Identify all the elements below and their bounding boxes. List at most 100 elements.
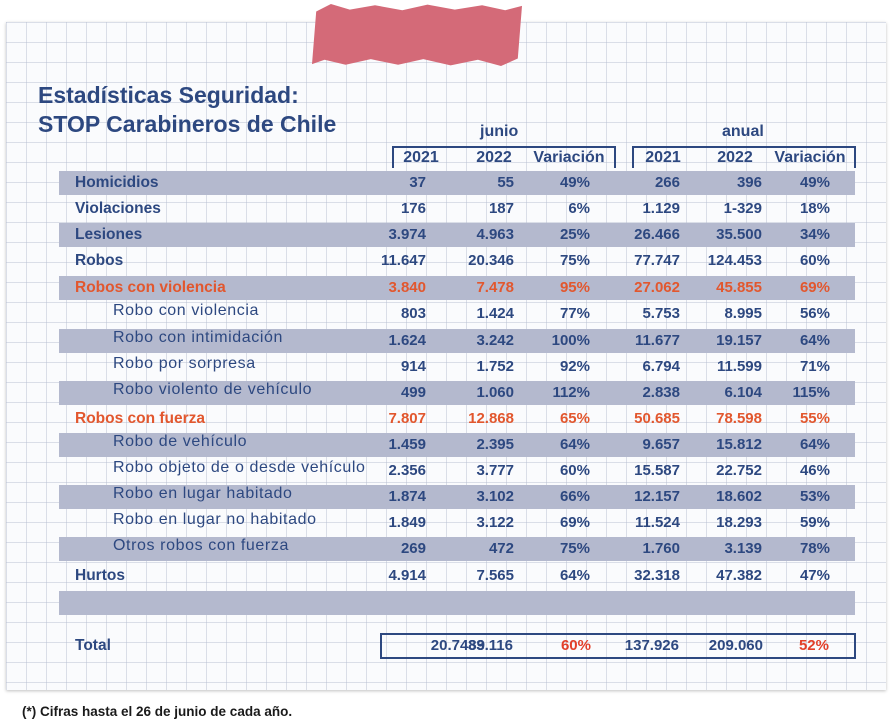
table-row: Robo por sorpresa 914 1.752 92% 6.794 11.599 7… [59,355,855,379]
cell-anual-2021: 77.747 [634,252,680,269]
cell-junio-2022: 20.346 [468,252,514,269]
table-row: Homicidios 37 55 49% 266 396 49% [59,171,855,195]
cell-anual-2021: 5.753 [642,305,680,322]
cell-anual-2022: 18.293 [716,514,762,531]
cell-junio-variacion: 60% [559,462,590,479]
total-anual-2022: 209.060 [708,637,763,654]
total-anual-2021: 137.926 [624,637,679,654]
total-label: Total [75,637,111,654]
cell-junio-variacion: 75% [559,252,590,269]
row-label: Violaciones [75,200,161,217]
cell-junio-variacion: 66% [559,488,590,505]
row-label: Robos con violencia [75,279,226,296]
cell-anual-variacion: 64% [799,332,830,349]
group-label-anual: anual [722,123,764,140]
cell-anual-variacion: 71% [799,358,830,375]
table-row: Robos 11.647 20.346 75% 77.747 124.453 60% [59,249,855,273]
row-label: Robo objeto de o desde vehículo [113,459,366,476]
row-label: Hurtos [75,567,125,584]
cell-junio-2022: 12.868 [468,410,514,427]
table-row: Hurtos 4.914 7.565 64% 32.318 47.382 47% [59,564,855,588]
group-label-junio: junio [480,123,519,140]
cell-anual-2022: 6.104 [724,384,762,401]
cell-junio-2021: 1.624 [388,332,426,349]
cell-anual-variacion: 69% [799,279,830,296]
total-box [380,633,856,659]
cell-anual-variacion: 18% [799,200,830,217]
cell-anual-variacion: 55% [799,410,830,427]
page-title-line2: STOP Carabineros de Chile [38,111,337,137]
cell-junio-2021: 1.849 [388,514,426,531]
total-junio-2022: 33.116 [467,637,513,654]
cell-anual-2022: 35.500 [716,226,762,243]
total-junio-variacion: 60% [560,637,591,654]
table-row: Robos con violencia 3.840 7.478 95% 27.062 45… [59,276,855,300]
table-row: Robo con intimidación 1.624 3.242 100% 11.67… [59,329,855,353]
header-anual-2021: 2021 [645,149,681,166]
cell-junio-2022: 1.752 [476,358,514,375]
cell-junio-2021: 37 [409,174,426,191]
footnote: (*) Cifras hasta el 26 de junio de cada … [22,704,293,719]
grid-paper-background [6,22,886,690]
cell-anual-variacion: 46% [799,462,830,479]
cell-junio-2021: 176 [400,200,426,217]
cell-junio-variacion: 49% [559,174,590,191]
row-label: Robo con violencia [113,302,259,319]
cell-junio-variacion: 64% [559,567,590,584]
header-bracket-anual [632,146,856,168]
cell-junio-2021: 11.647 [380,252,426,269]
cell-junio-2021: 269 [400,540,426,557]
table-row: Violaciones 176 187 6% 1.129 1-329 18% [59,197,855,221]
page-title-line1: Estadísticas Seguridad: [38,82,299,108]
cell-junio-2022: 1.060 [476,384,514,401]
cell-anual-2022: 396 [736,174,762,191]
cell-junio-2022: 3.242 [476,332,514,349]
table-row: Robo en lugar no habitado 1.849 3.122 69% 11… [59,511,855,535]
cell-anual-2021: 11.677 [634,332,680,349]
cell-junio-2021: 3.840 [388,279,426,296]
cell-junio-2021: 914 [400,358,426,375]
cell-junio-2022: 7.478 [476,279,514,296]
cell-anual-2021: 12.157 [634,488,680,505]
cell-junio-2022: 3.122 [476,514,514,531]
cell-anual-2022: 19.157 [716,332,762,349]
cell-junio-variacion: 92% [559,358,590,375]
cell-anual-2022: 3.139 [724,540,762,557]
cell-anual-variacion: 60% [799,252,830,269]
cell-anual-2021: 6.794 [642,358,680,375]
row-label: Robos con fuerza [75,410,206,427]
header-junio-2021: 2021 [403,149,439,166]
cell-anual-2022: 15.812 [716,436,762,453]
cell-anual-2021: 15.587 [634,462,680,479]
cell-anual-2021: 9.657 [642,436,680,453]
cell-junio-variacion: 75% [559,540,590,557]
cell-anual-2021: 26.466 [634,226,680,243]
cell-junio-2022: 7.565 [476,567,514,584]
row-label: Robos [75,252,124,269]
header-junio-2022: 2022 [476,149,512,166]
cell-anual-variacion: 78% [799,540,830,557]
table-row: Lesiones 3.974 4.963 25% 26.466 35.500 34% [59,223,855,247]
total-row: Total 20.7489 33.116 60% 137.926 209.060… [59,634,855,658]
cell-junio-2021: 803 [400,305,426,322]
cell-junio-variacion: 25% [559,226,590,243]
table-row: Robo en lugar habitado 1.874 3.102 66% 12.15… [59,485,855,509]
cell-junio-2022: 4.963 [476,226,514,243]
cell-junio-2021: 1.874 [388,488,426,505]
tape-decoration [312,4,522,66]
cell-anual-2022: 8.995 [724,305,762,322]
cell-junio-2021: 499 [400,384,426,401]
cell-junio-2021: 2.356 [388,462,426,479]
cell-junio-2021: 1.459 [388,436,426,453]
cell-junio-2022: 2.395 [476,436,514,453]
cell-anual-variacion: 64% [799,436,830,453]
cell-anual-2021: 27.062 [634,279,680,296]
cell-anual-variacion: 47% [799,567,830,584]
row-label: Robo por sorpresa [113,355,256,372]
empty-row-band [59,591,855,615]
cell-junio-variacion: 65% [559,410,590,427]
cell-anual-2022: 18.602 [716,488,762,505]
cell-junio-2022: 3.102 [476,488,514,505]
cell-anual-2021: 32.318 [634,567,680,584]
header-anual-variacion: Variación [774,149,846,166]
